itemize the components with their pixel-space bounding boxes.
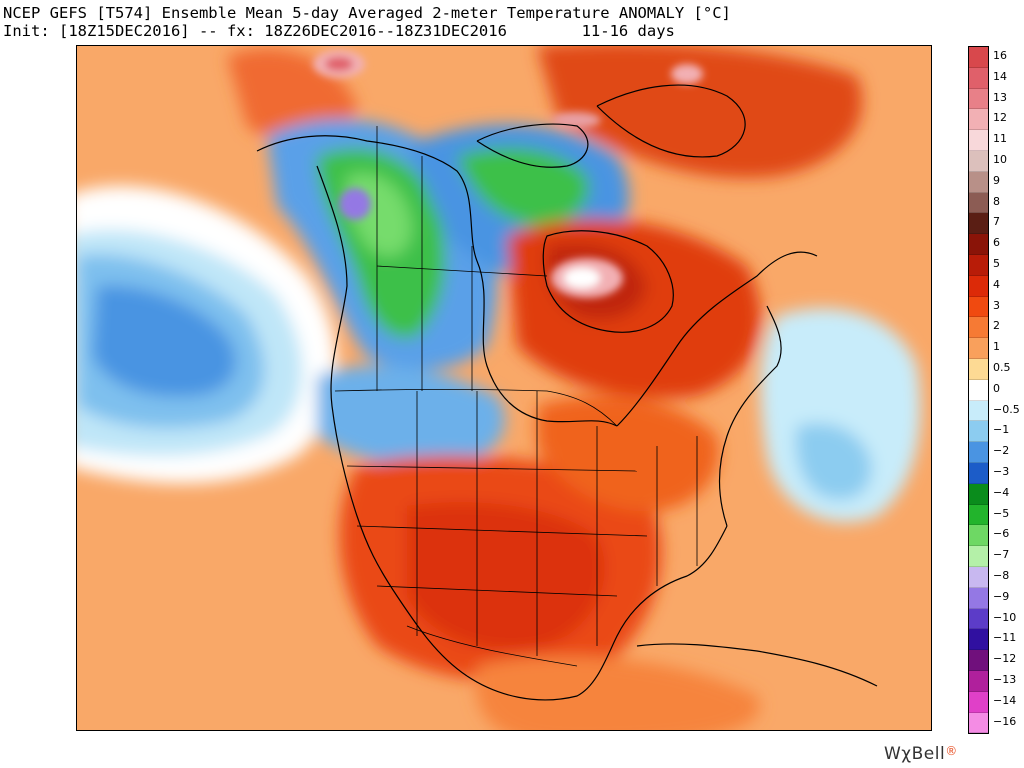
color-scale-swatch bbox=[969, 254, 988, 276]
color-scale-label: −0.5 bbox=[993, 402, 1020, 416]
color-scale-label: −1 bbox=[993, 423, 1010, 437]
color-scale-label: 6 bbox=[993, 236, 1000, 250]
color-scale-swatch bbox=[969, 421, 988, 443]
color-scale-label: 11 bbox=[993, 132, 1007, 146]
color-scale-swatch bbox=[969, 400, 988, 422]
color-scale-swatch bbox=[969, 171, 988, 193]
color-scale-label: 16 bbox=[993, 49, 1007, 62]
temperature-anomaly-map bbox=[76, 45, 932, 731]
color-scale-swatch bbox=[969, 546, 988, 567]
color-scale-swatch bbox=[969, 275, 988, 297]
color-scale-label: 14 bbox=[993, 69, 1007, 83]
color-scale-label: 13 bbox=[993, 90, 1007, 104]
color-scale-swatch bbox=[969, 587, 988, 609]
color-scale-swatch bbox=[969, 234, 988, 255]
wxbell-logo: WχBell® bbox=[884, 744, 958, 764]
color-scale-swatch bbox=[969, 462, 988, 484]
color-scale-label: 0 bbox=[993, 381, 1000, 395]
color-scale-label: 10 bbox=[993, 153, 1007, 166]
color-scale-label: 0.5 bbox=[993, 361, 1011, 374]
color-scale-label: −14 bbox=[993, 693, 1017, 707]
color-scale-label: 12 bbox=[993, 111, 1007, 125]
color-scale-swatch bbox=[969, 338, 988, 359]
color-scale-label: −3 bbox=[993, 465, 1010, 478]
color-scale-swatch bbox=[969, 608, 988, 630]
color-scale-swatch bbox=[969, 566, 988, 588]
color-scale-label: 8 bbox=[993, 194, 1000, 208]
color-scale-label: −2 bbox=[993, 444, 1010, 458]
color-scale-bar bbox=[968, 46, 989, 735]
wxbell-logo-mark: ® bbox=[945, 744, 958, 758]
color-scale-swatch bbox=[969, 317, 988, 339]
color-scale-swatch bbox=[969, 88, 988, 110]
color-scale-label: 2 bbox=[993, 319, 1000, 333]
color-scale-swatch bbox=[969, 213, 988, 235]
color-scale-swatch bbox=[969, 379, 988, 401]
color-scale-swatch bbox=[969, 483, 988, 505]
color-scale-swatch bbox=[969, 67, 988, 89]
color-scale-swatch bbox=[969, 442, 988, 463]
color-scale-label: −5 bbox=[993, 506, 1010, 520]
color-scale-label: −6 bbox=[993, 527, 1010, 541]
color-scale-swatch bbox=[969, 650, 988, 671]
color-scale-label: 1 bbox=[993, 340, 1000, 354]
color-scale-swatch bbox=[969, 712, 988, 734]
color-scale-swatch bbox=[969, 691, 988, 713]
color-scale-label: −13 bbox=[993, 673, 1017, 686]
map-title: NCEP GEFS [T574] Ensemble Mean 5-day Ave… bbox=[3, 4, 731, 22]
color-scale-swatch bbox=[969, 525, 988, 547]
color-scale-label: −4 bbox=[993, 485, 1010, 499]
color-scale-swatch bbox=[969, 47, 988, 68]
color-scale-label: −11 bbox=[993, 631, 1017, 645]
color-scale-swatch bbox=[969, 296, 988, 318]
color-scale-swatch bbox=[969, 192, 988, 214]
color-scale-swatch bbox=[969, 629, 988, 651]
color-scale-swatch bbox=[969, 130, 988, 151]
color-scale-label: −9 bbox=[993, 589, 1010, 603]
color-scale-label: 7 bbox=[993, 215, 1000, 229]
color-scale-swatch bbox=[969, 358, 988, 380]
color-scale-swatch bbox=[969, 670, 988, 692]
color-scale-label: 4 bbox=[993, 277, 1000, 291]
color-scale-label: −10 bbox=[993, 610, 1017, 624]
color-scale-label: 3 bbox=[993, 298, 1000, 312]
wxbell-logo-text: WχBell bbox=[884, 744, 946, 764]
color-scale-label: 9 bbox=[993, 173, 1000, 187]
color-scale-swatch bbox=[969, 504, 988, 526]
color-scale-swatch bbox=[969, 150, 988, 172]
color-scale-label: −7 bbox=[993, 548, 1010, 562]
color-scale-label: −12 bbox=[993, 652, 1017, 666]
color-scale-swatch bbox=[969, 109, 988, 131]
color-scale-label: −16 bbox=[993, 714, 1017, 728]
color-scale-label: 5 bbox=[993, 257, 1000, 270]
map-subtitle: Init: [18Z15DEC2016] -- fx: 18Z26DEC2016… bbox=[3, 22, 675, 40]
color-scale-label: −8 bbox=[993, 569, 1010, 582]
